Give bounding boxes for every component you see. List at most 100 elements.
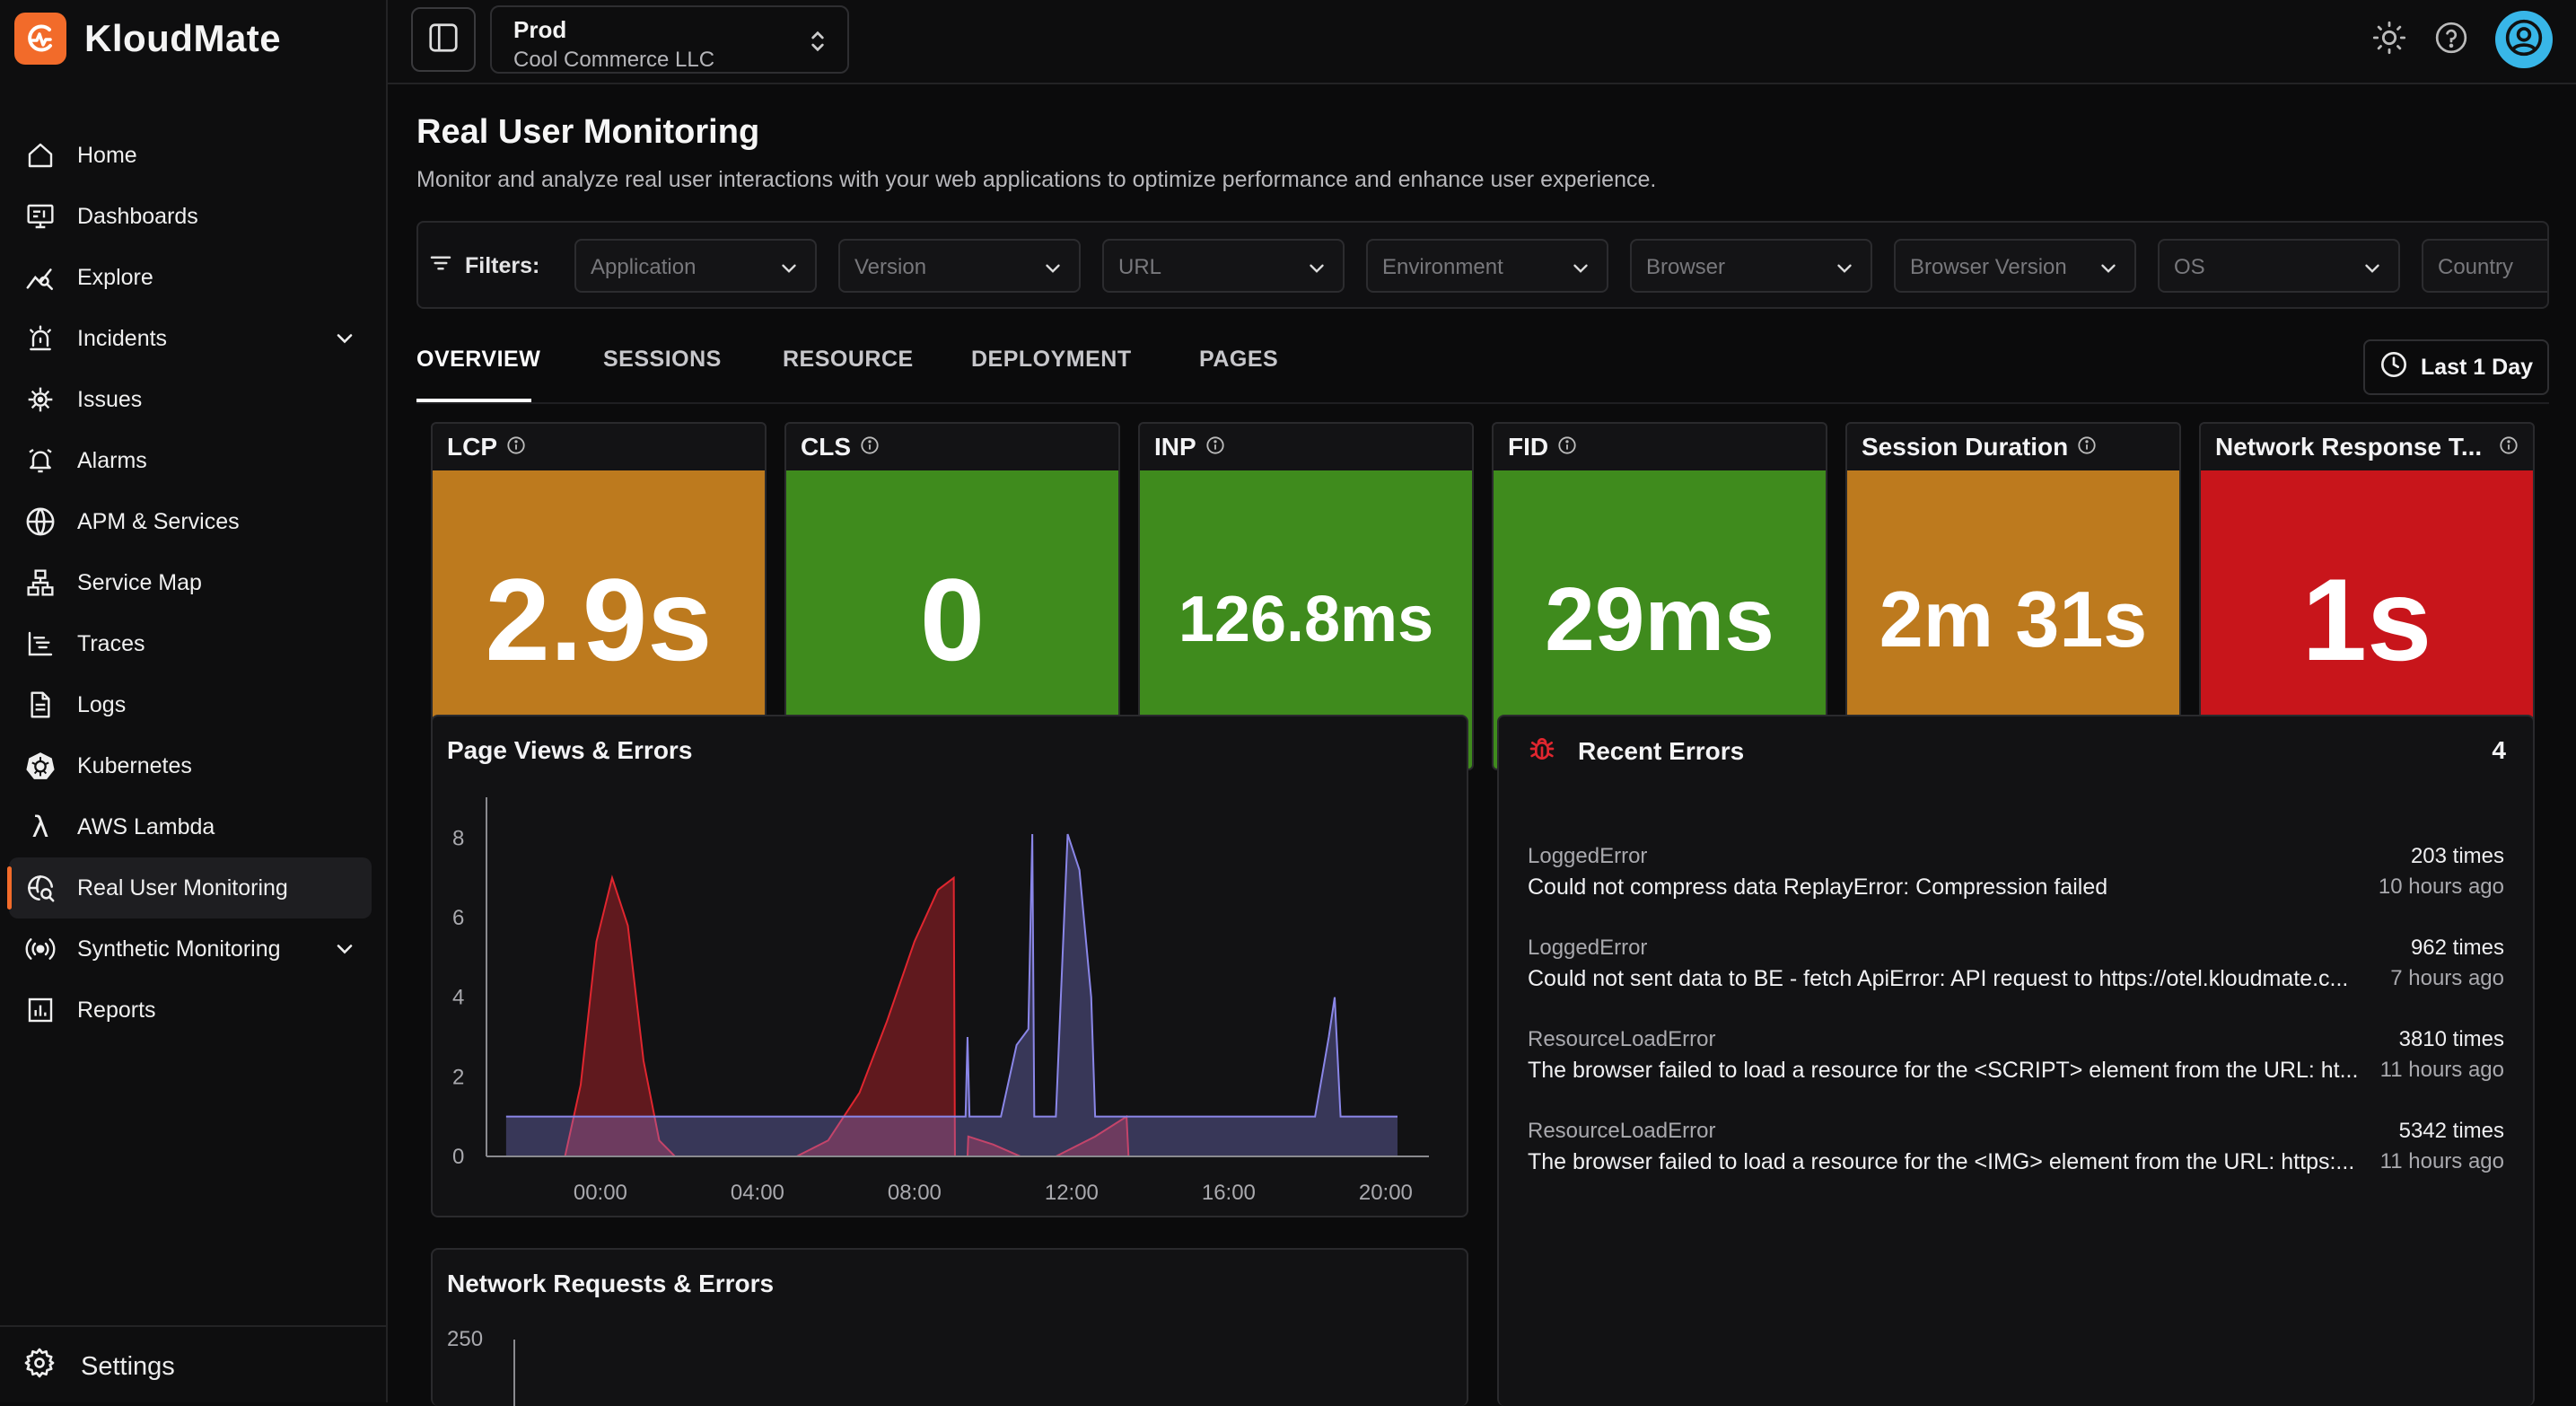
brand[interactable]: KloudMate — [14, 13, 281, 65]
tab-overview[interactable]: OVERVIEW — [416, 347, 540, 402]
error-type: LoggedError — [1528, 936, 1648, 960]
filter-placeholder: Environment — [1382, 255, 1503, 279]
metric-label: INP — [1154, 433, 1196, 461]
filter-os[interactable]: OS — [2158, 239, 2400, 293]
error-time: 11 hours ago — [2379, 1058, 2504, 1082]
sidebar-item-real-user-monitoring[interactable]: Real User Monitoring — [7, 857, 372, 918]
help-icon[interactable] — [2434, 21, 2468, 59]
error-row[interactable]: LoggedError Could not compress data Repl… — [1528, 844, 2504, 916]
filter-environment[interactable]: Environment — [1366, 239, 1608, 293]
sidebar-item-aws-lambda[interactable]: λ AWS Lambda — [9, 796, 372, 857]
info-icon[interactable] — [506, 433, 526, 461]
chevron-down-icon — [1833, 257, 1856, 286]
sidebar-item-apm-services[interactable]: APM & Services — [9, 491, 372, 552]
sidebar-item-label: Logs — [77, 691, 127, 717]
filter-browser[interactable]: Browser — [1630, 239, 1872, 293]
filter-version[interactable]: Version — [838, 239, 1081, 293]
sidebar-item-label: Traces — [77, 630, 145, 656]
avatar[interactable] — [2495, 11, 2553, 68]
topbar-actions — [2371, 11, 2553, 68]
info-icon[interactable] — [2077, 433, 2097, 461]
error-count: 5342 times — [2398, 1119, 2504, 1143]
sidebar-item-label: AWS Lambda — [77, 813, 215, 839]
alarms-icon — [23, 444, 57, 478]
sidebar-item-alarms[interactable]: Alarms — [9, 430, 372, 491]
error-type: ResourceLoadError — [1528, 1027, 1716, 1051]
error-row[interactable]: LoggedError Could not sent data to BE - … — [1528, 936, 2504, 1007]
sidebar-toggle-button[interactable] — [411, 7, 476, 72]
sidebar-item-service-map[interactable]: Service Map — [9, 552, 372, 613]
sidebar-item-label: Service Map — [77, 569, 202, 595]
info-icon[interactable] — [1557, 433, 1577, 461]
topbar: Prod Cool Commerce LLC — [388, 0, 2576, 84]
sidebar-item-kubernetes[interactable]: Kubernetes — [9, 735, 372, 796]
brand-name: KloudMate — [84, 17, 282, 59]
sidebar: KloudMate Home Dashboards Explore Incide… — [0, 0, 388, 1402]
metric-card-inp[interactable]: INP 126.8ms — [1138, 422, 1474, 770]
error-row[interactable]: ResourceLoadError The browser failed to … — [1528, 1119, 2504, 1191]
sidebar-item-explore[interactable]: Explore — [9, 247, 372, 308]
settings-button[interactable]: Settings — [23, 1347, 175, 1386]
info-icon[interactable] — [860, 433, 880, 461]
filter-application[interactable]: Application — [574, 239, 817, 293]
tab-resource[interactable]: RESOURCE — [783, 347, 914, 372]
recent-errors-title: Recent Errors — [1578, 736, 1745, 765]
rum-icon — [23, 871, 57, 905]
metric-card-fid[interactable]: FID 29ms — [1492, 422, 1827, 770]
chevron-up-down-icon — [808, 27, 828, 60]
time-range-button[interactable]: Last 1 Day — [2362, 339, 2549, 395]
filters-bar: Filters: Application Version URL Environ… — [416, 221, 2549, 309]
filter-url[interactable]: URL — [1102, 239, 1345, 293]
error-series-line — [545, 874, 1398, 1157]
environment-selector[interactable]: Prod Cool Commerce LLC — [490, 5, 849, 74]
sidebar-item-traces[interactable]: Traces — [9, 613, 372, 674]
tab-pages[interactable]: PAGES — [1199, 347, 1279, 372]
incidents-icon — [23, 321, 57, 356]
filter-browser-version[interactable]: Browser Version — [1894, 239, 2136, 293]
bug-icon — [1528, 734, 1556, 768]
network-requests-errors-panel: Network Requests & Errors 250 — [431, 1248, 1468, 1406]
y-tick-label: 250 — [447, 1327, 484, 1351]
filter-placeholder: Browser — [1646, 255, 1726, 279]
page-views-errors-chart[interactable]: 0 2 4 6 8 00:00 04:00 08:00 12:00 16:00 20:00 — [433, 716, 1468, 1217]
sidebar-item-incidents[interactable]: Incidents — [9, 308, 372, 369]
error-count: 203 times — [2410, 844, 2504, 868]
filter-placeholder: Version — [854, 255, 927, 279]
y-tick-label: 2 — [452, 1065, 464, 1089]
page-view-series-line — [505, 833, 1398, 1118]
sidebar-item-logs[interactable]: Logs — [9, 674, 372, 735]
sidebar-item-label: Reports — [77, 997, 156, 1023]
sidebar-nav: Home Dashboards Explore Incidents Issues… — [7, 125, 372, 1041]
tabs: OVERVIEW SESSIONS RESOURCE DEPLOYMENT PA… — [416, 339, 2549, 404]
user-icon — [2504, 18, 2544, 62]
filters-label-text: Filters: — [465, 253, 540, 278]
kubernetes-icon — [23, 749, 57, 783]
sidebar-item-label: Dashboards — [77, 203, 198, 229]
info-icon[interactable] — [1205, 433, 1225, 461]
sidebar-item-label: Alarms — [77, 447, 147, 473]
metric-label: Session Duration — [1862, 433, 2069, 461]
y-axis-line — [513, 1340, 515, 1406]
chevron-down-icon[interactable] — [332, 936, 357, 968]
metric-label: Network Response T... — [2215, 433, 2483, 461]
sidebar-item-dashboards[interactable]: Dashboards — [9, 186, 372, 247]
sidebar-item-issues[interactable]: Issues — [9, 369, 372, 430]
theme-toggle-icon[interactable] — [2371, 20, 2407, 60]
tab-deployment[interactable]: DEPLOYMENT — [971, 347, 1132, 372]
error-row[interactable]: ResourceLoadError The browser failed to … — [1528, 1027, 2504, 1099]
recent-errors-header: Recent Errors — [1528, 734, 1744, 768]
sidebar-item-home[interactable]: Home — [9, 125, 372, 186]
metric-label: CLS — [801, 433, 851, 461]
filter-country[interactable]: Country — [2422, 239, 2547, 293]
sidebar-item-reports[interactable]: Reports — [9, 980, 372, 1041]
error-count: 962 times — [2410, 936, 2504, 960]
y-tick-label: 0 — [452, 1145, 464, 1169]
chevron-down-icon[interactable] — [332, 326, 357, 357]
sidebar-item-synthetic-monitoring[interactable]: Synthetic Monitoring — [9, 918, 372, 980]
info-icon[interactable] — [2499, 433, 2519, 461]
filter-placeholder: Application — [591, 255, 697, 279]
chevron-down-icon — [777, 257, 801, 286]
reports-icon — [23, 993, 57, 1027]
x-tick-label: 08:00 — [888, 1181, 942, 1205]
tab-sessions[interactable]: SESSIONS — [603, 347, 722, 372]
